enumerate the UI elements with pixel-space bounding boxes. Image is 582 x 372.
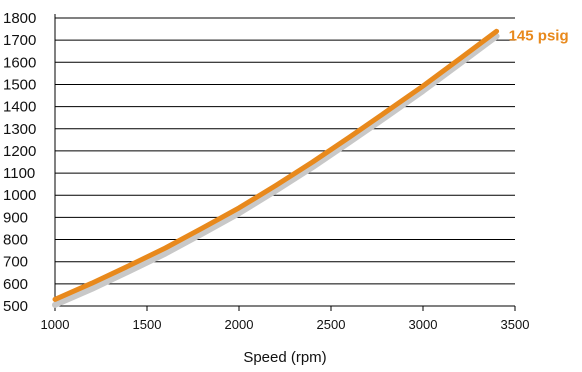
tick-labels: 500 600 700 800 900 1000 1100 1200 1300 1400 1500 1… xyxy=(3,10,569,332)
y-tick-label-800: 800 xyxy=(3,232,28,249)
series-label: 145 psig xyxy=(509,27,569,44)
grid-lines xyxy=(55,17,515,285)
y-tick-label-700: 700 xyxy=(3,254,28,271)
series-line-primary xyxy=(52,28,500,302)
y-tick-label-1500: 1500 xyxy=(3,76,36,93)
y-tick-label-1200: 1200 xyxy=(3,143,36,160)
x-tick-label-1000: 1000 xyxy=(41,317,70,332)
y-tick-label-900: 900 xyxy=(3,209,28,226)
x-tick-label-2500: 2500 xyxy=(317,317,346,332)
y-tick-label-1700: 1700 xyxy=(3,32,36,49)
x-tick-label-3500: 3500 xyxy=(501,317,530,332)
x-tick-label-1500: 1500 xyxy=(133,317,162,332)
series-lines xyxy=(52,28,500,308)
y-tick-label-1600: 1600 xyxy=(3,54,36,71)
y-tick-label-500: 500 xyxy=(3,298,28,315)
y-tick-label-600: 600 xyxy=(3,276,28,293)
y-tick-label-1400: 1400 xyxy=(3,99,36,116)
axes xyxy=(54,14,516,311)
x-tick-label-2000: 2000 xyxy=(225,317,254,332)
y-tick-label-1800: 1800 xyxy=(3,10,36,27)
y-tick-label-1100: 1100 xyxy=(3,165,35,182)
y-tick-label-1300: 1300 xyxy=(3,121,36,138)
series-line-shadow xyxy=(52,33,500,308)
x-tick-label-3000: 3000 xyxy=(409,317,438,332)
x-axis-label: Speed (rpm) xyxy=(243,349,326,366)
y-tick-label-1000: 1000 xyxy=(3,187,36,204)
